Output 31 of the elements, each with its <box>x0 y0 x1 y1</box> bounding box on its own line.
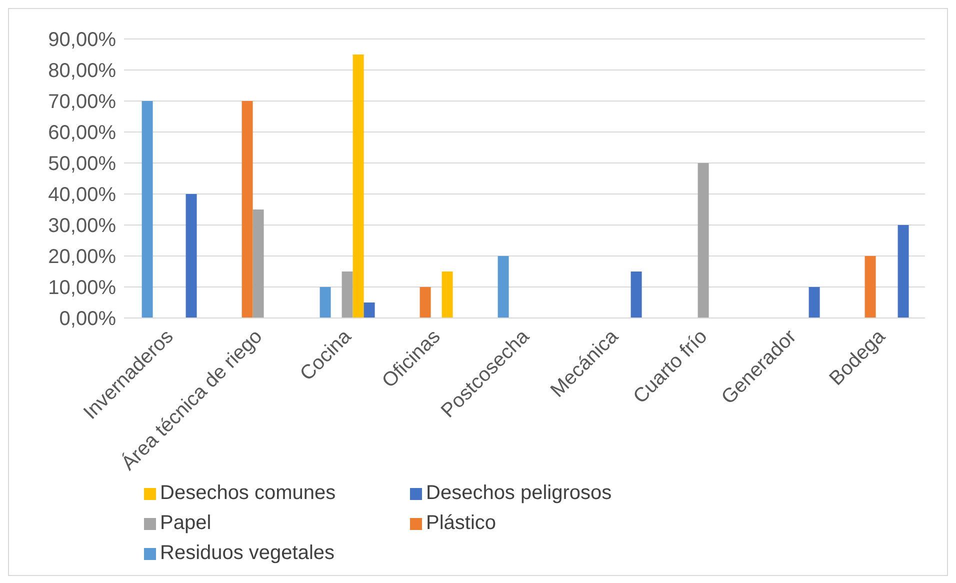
bar <box>142 101 153 318</box>
y-tick-label: 30,00% <box>48 215 116 238</box>
y-tick-label: 0,00% <box>59 308 116 330</box>
bar <box>630 272 642 318</box>
bar <box>342 272 353 318</box>
y-tick-label: 40,00% <box>48 184 116 206</box>
bar <box>252 210 264 318</box>
y-tick-label: 50,00% <box>48 153 116 176</box>
y-tick-label: 20,00% <box>48 246 116 268</box>
y-tick-label: 70,00% <box>48 91 116 114</box>
bar <box>864 256 876 318</box>
legend-label: Papel <box>160 511 212 536</box>
legend-label: Plástico <box>426 511 498 536</box>
bar <box>420 287 431 318</box>
bar <box>364 302 375 318</box>
y-tick-label: 80,00% <box>48 60 116 82</box>
bar <box>808 287 820 318</box>
bar <box>498 256 509 318</box>
legend-label: Desechos comunes <box>160 481 337 506</box>
y-tick-label: 90,00% <box>48 29 116 52</box>
y-tick-label: 60,00% <box>48 122 116 144</box>
bar <box>186 194 197 318</box>
bar <box>898 225 909 318</box>
bar <box>320 287 331 318</box>
bar <box>698 163 709 318</box>
y-tick-label: 10,00% <box>48 277 116 300</box>
legend-label: Residuos vegetales <box>160 541 336 566</box>
legend-label: Desechos peligrosos <box>426 481 613 506</box>
bar <box>352 54 364 318</box>
bar <box>242 101 253 318</box>
bar <box>442 272 453 318</box>
